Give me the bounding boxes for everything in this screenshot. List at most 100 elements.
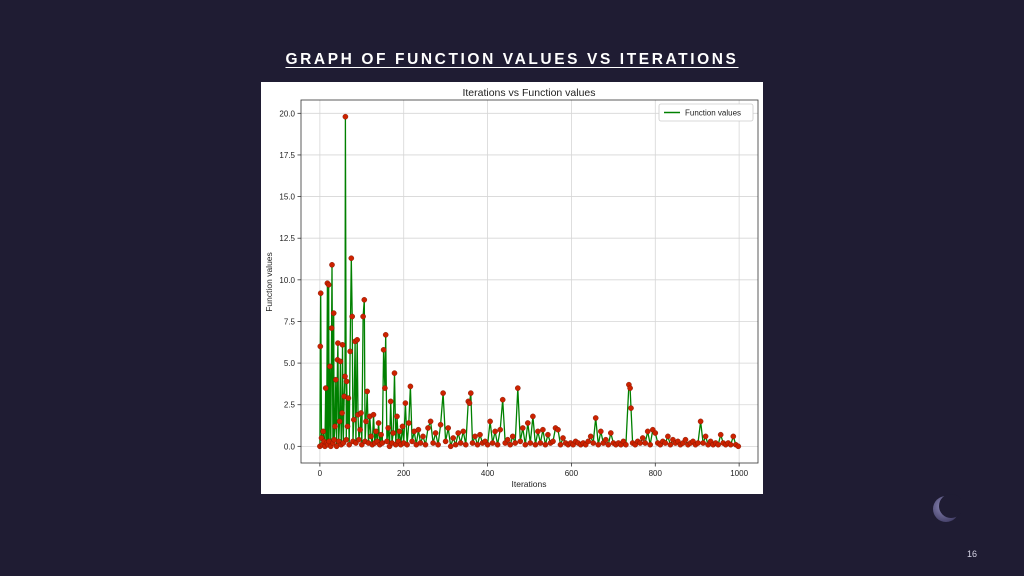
chart-svg: 0 200 400 600 800 1000 0.0 2.5 5.0 7.5 10.0 12.5 15… — [261, 82, 763, 494]
data-point — [420, 433, 426, 440]
data-point — [384, 438, 390, 445]
data-point — [467, 390, 474, 396]
data-point — [550, 438, 556, 445]
y-axis-label: Function values — [264, 252, 274, 312]
data-point — [639, 435, 646, 441]
data-point — [702, 433, 709, 440]
data-point — [542, 441, 549, 448]
chart-figure: 0 200 400 600 800 1000 0.0 2.5 5.0 7.5 10.0 12.5 15… — [261, 82, 763, 494]
data-point — [363, 418, 369, 425]
data-point — [432, 430, 439, 436]
moon-decoration-icon — [933, 494, 961, 522]
data-point — [695, 440, 701, 446]
data-point — [697, 418, 704, 425]
data-point — [329, 261, 335, 268]
data-point — [514, 385, 521, 391]
slide-title: GRAPH OF FUNCTION VALUES VS ITERATIONS — [285, 51, 739, 68]
data-point — [385, 425, 391, 431]
data-point — [328, 325, 335, 331]
y-tick-label: 10.0 — [279, 276, 295, 285]
data-point — [730, 433, 737, 440]
data-point — [727, 441, 734, 448]
data-point — [317, 343, 324, 350]
data-point — [735, 443, 742, 450]
data-point — [450, 435, 456, 441]
data-point — [602, 436, 609, 443]
data-point — [440, 390, 446, 396]
data-point — [354, 336, 360, 343]
data-point — [605, 441, 612, 448]
data-point — [427, 418, 434, 425]
series-layer — [317, 113, 742, 450]
data-point — [462, 441, 469, 448]
data-point — [607, 430, 614, 436]
data-point — [447, 443, 454, 450]
data-point — [647, 441, 654, 448]
legend-box — [658, 103, 754, 122]
data-point — [378, 431, 384, 438]
data-point — [409, 438, 415, 445]
data-point — [469, 440, 476, 446]
y-tick-label: 15.0 — [279, 193, 295, 202]
x-tick-label: 400 — [481, 469, 495, 478]
y-tick-label: 5.0 — [284, 359, 296, 368]
data-point — [430, 440, 436, 446]
y-tick-label: 0.0 — [284, 442, 296, 451]
data-point — [532, 441, 539, 448]
data-point — [357, 426, 363, 433]
data-point — [399, 423, 406, 430]
data-point — [537, 440, 544, 446]
data-point — [517, 438, 524, 445]
grid-lines — [301, 100, 758, 463]
data-point — [530, 413, 536, 420]
data-point — [560, 435, 566, 441]
y-tick-label: 12.5 — [279, 234, 295, 243]
data-point — [407, 383, 414, 390]
data-point — [637, 440, 644, 446]
data-point — [665, 433, 671, 440]
data-point — [339, 341, 346, 348]
data-point — [364, 388, 370, 395]
data-point — [499, 396, 506, 403]
data-point — [337, 358, 344, 365]
data-point — [422, 441, 429, 448]
x-tick-label: 600 — [565, 469, 579, 478]
data-point — [524, 420, 531, 426]
data-point — [592, 415, 599, 421]
data-point — [484, 441, 491, 448]
data-point — [555, 426, 561, 433]
data-point — [370, 411, 377, 418]
data-point — [667, 441, 674, 448]
data-point — [717, 431, 724, 438]
data-point — [477, 431, 483, 438]
y-tick-label: 20.0 — [279, 109, 295, 118]
page-number: 16 — [966, 549, 977, 559]
x-tick-label: 800 — [649, 469, 663, 478]
data-point — [359, 441, 365, 448]
chart-title: Iterations vs Function values — [462, 87, 595, 99]
data-point — [339, 410, 345, 416]
data-point — [474, 441, 481, 448]
data-point — [642, 440, 649, 446]
data-point — [512, 440, 518, 446]
data-point — [373, 428, 379, 435]
data-point — [391, 370, 398, 376]
data-point — [360, 313, 366, 320]
data-point — [489, 440, 496, 446]
data-point — [487, 418, 493, 425]
data-point — [344, 423, 351, 430]
data-point — [346, 441, 352, 448]
data-point — [509, 433, 516, 440]
data-point — [700, 440, 706, 446]
data-point — [322, 385, 329, 391]
data-point — [342, 113, 349, 120]
data-point — [595, 441, 602, 448]
data-point — [628, 405, 634, 411]
data-point — [394, 413, 400, 420]
data-point — [317, 290, 324, 296]
axes-frame — [300, 99, 759, 464]
data-point — [545, 431, 551, 438]
data-point — [333, 376, 339, 383]
data-point — [682, 436, 689, 443]
data-point — [527, 440, 534, 446]
